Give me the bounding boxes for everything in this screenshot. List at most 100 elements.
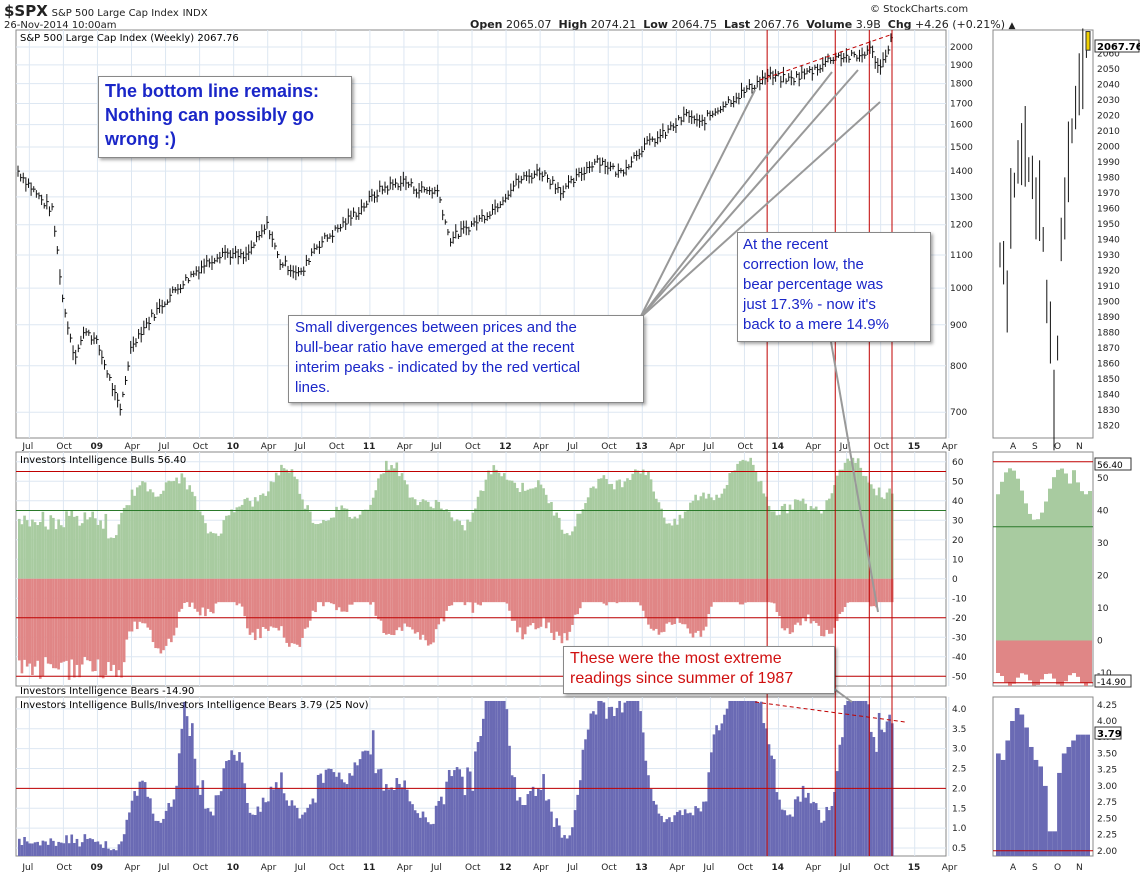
bull-bar: [398, 476, 401, 579]
ratio-bar: [613, 716, 616, 856]
bear-bar: [851, 578, 855, 603]
bull-bar: [665, 523, 669, 579]
price-y-tick: 1800: [950, 80, 973, 90]
bear-bar: [175, 578, 178, 628]
x-tick-label: Apr: [397, 442, 413, 452]
bb-y-tick: -50: [952, 672, 967, 682]
detail-price-y-tick: 1930: [1097, 251, 1120, 261]
bull-bar: [340, 505, 344, 579]
detail-bear-bar: [1080, 640, 1084, 684]
x-tick-label: 13: [635, 863, 648, 873]
ratio-bar: [91, 839, 95, 856]
ratio-bar: [227, 760, 231, 856]
ratio-bar: [851, 700, 855, 856]
x-tick-label: Jul: [294, 863, 306, 873]
x-tick-label: 15: [908, 863, 921, 873]
bull-bar: [413, 499, 417, 579]
copyright: © StockCharts.com: [870, 4, 969, 15]
detail-price-y-tick: 1880: [1097, 329, 1120, 339]
bull-bar: [623, 481, 627, 579]
ratio-bar: [869, 731, 873, 856]
bull-bar: [143, 482, 147, 579]
bull-bar: [455, 519, 459, 579]
bear-bar: [602, 578, 606, 604]
x-tick-label: Oct: [56, 863, 72, 873]
bear-bar: [555, 578, 559, 632]
bull-bar: [751, 464, 755, 579]
bear-bar: [188, 578, 192, 607]
ratio-bar: [440, 796, 443, 856]
bear-bar: [232, 578, 236, 603]
bear-bar: [589, 578, 593, 603]
bull-bar: [830, 493, 834, 579]
bear-bar: [518, 578, 522, 628]
bear-bar: [510, 578, 514, 621]
ratio-bar: [673, 815, 676, 856]
bull-bar: [521, 482, 524, 579]
ratio-bar: [366, 750, 370, 856]
ratio-bar: [825, 806, 829, 856]
bull-bar: [243, 499, 247, 579]
detail-ratio-bar: [1033, 759, 1039, 856]
bear-bar: [156, 578, 160, 649]
ratio-bar: [86, 838, 89, 856]
bull-bar: [104, 513, 108, 579]
ratio-bar: [20, 845, 24, 856]
ratio-bar: [862, 700, 865, 856]
bb-y-tick: -20: [952, 614, 967, 624]
ratio-bar: [481, 718, 485, 856]
detail-bull-bar: [1056, 469, 1060, 641]
bear-bar: [198, 578, 202, 616]
bull-bar: [324, 520, 328, 579]
bear-bar: [33, 578, 37, 667]
bear-bar: [130, 578, 134, 632]
bull-bar: [416, 505, 420, 579]
bear-bar: [235, 578, 239, 606]
detail-ratio-bar: [1005, 740, 1011, 856]
bear-bar: [652, 578, 656, 631]
bull-bar: [458, 520, 462, 579]
detail-x-tick-label: O: [1054, 442, 1061, 452]
ratio-trend-line: [754, 701, 906, 723]
detail-ratio-bar: [1000, 759, 1006, 856]
bb-y-tick: 10: [952, 555, 964, 565]
ratio-bar: [232, 754, 236, 856]
chg-label: Chg: [887, 18, 912, 31]
ratio-bar: [94, 841, 97, 856]
bear-bar: [348, 578, 351, 605]
bull-bar: [185, 489, 189, 579]
ratio-bar: [450, 776, 454, 856]
x-tick-label: Apr: [261, 863, 277, 873]
x-tick-label: Oct: [737, 863, 753, 873]
bull-bar: [232, 512, 236, 579]
bull-bar: [146, 491, 150, 579]
bear-bar: [856, 578, 860, 603]
bull-bar: [552, 515, 556, 579]
bear-bar: [542, 578, 545, 618]
bull-bar: [57, 519, 60, 579]
x-tick-label: Apr: [125, 442, 141, 452]
bull-bar: [710, 497, 713, 579]
bull-bar: [481, 490, 485, 579]
bear-bar: [838, 578, 842, 614]
bull-bar: [23, 515, 26, 579]
ratio-bar: [36, 841, 39, 856]
divergence-text-2: bull-bear ratio have emerged at the rece…: [295, 339, 575, 356]
bull-bar: [599, 478, 603, 579]
bull-bar: [510, 480, 514, 579]
bear-bar: [353, 578, 357, 603]
detail-bb-y-tick: 50: [1097, 474, 1109, 484]
ratio-bar: [298, 818, 302, 856]
x-tick-label: 10: [227, 442, 240, 452]
ratio-bar: [337, 772, 341, 856]
bull-bar: [668, 523, 671, 579]
ratio-bar: [762, 723, 766, 856]
ratio-bar: [854, 700, 857, 856]
bull-bar: [379, 474, 383, 579]
detail-bear-bar: [1064, 640, 1068, 682]
bear-bar: [728, 578, 732, 603]
bull-bar: [366, 509, 370, 579]
bull-bar: [403, 480, 406, 579]
bear-bar: [678, 578, 682, 623]
bull-bar: [44, 526, 47, 579]
